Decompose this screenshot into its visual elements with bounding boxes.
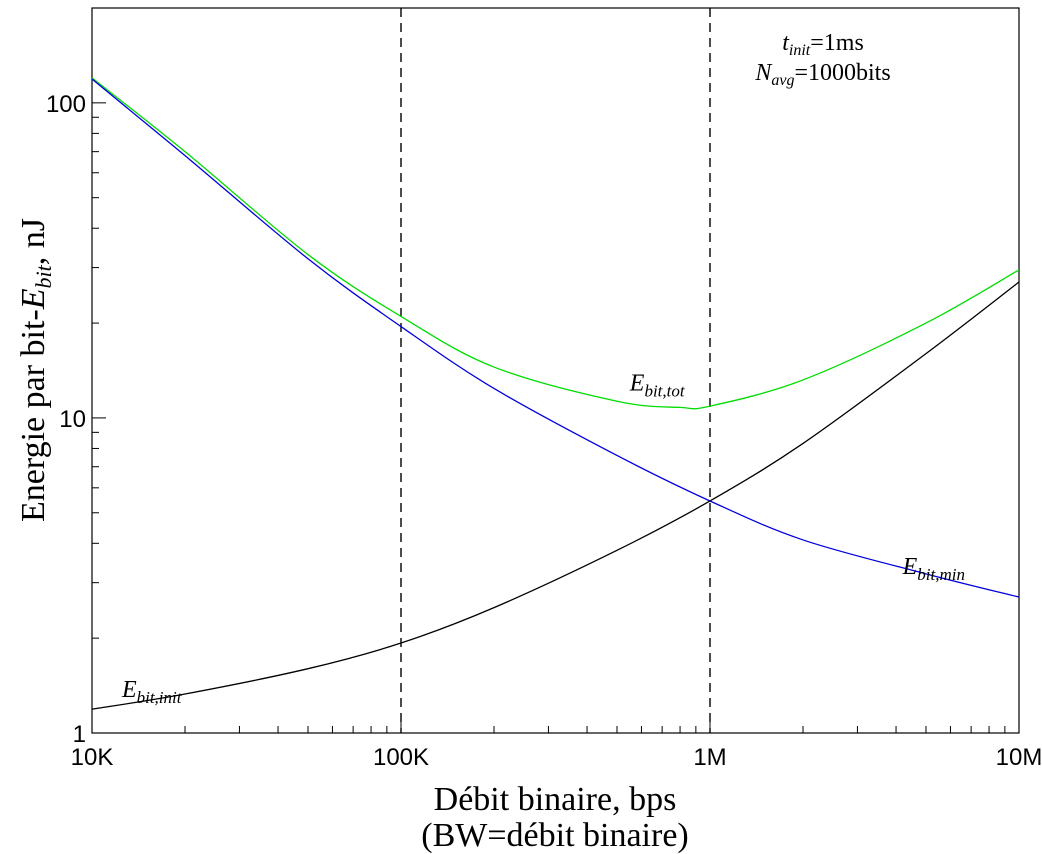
annotation-block: tinit=1ms Navg=1000bits xyxy=(754,30,890,89)
x-tick-label: 10K xyxy=(71,744,114,771)
series-line-bit-tot xyxy=(91,77,1020,410)
plot-frame xyxy=(91,7,1020,734)
x-axis-title-line-2: (BW=débit binaire) xyxy=(421,817,688,854)
series-label-bit-init: Ebit,init xyxy=(121,677,183,707)
series-line-bit-init xyxy=(91,281,1020,710)
x-tick-label: 1M xyxy=(693,744,726,771)
x-axis-title-line-1: Débit binaire, bps xyxy=(434,781,677,818)
y-axis-title: Energie par bit-Ebit, nJ xyxy=(15,218,56,522)
x-tick-label: 100K xyxy=(373,744,429,771)
annotation-line-1: tinit=1ms xyxy=(782,30,864,59)
chart-lines-layer xyxy=(400,8,711,733)
series-label-bit-tot: Ebit,tot xyxy=(629,371,686,401)
series-layer: Ebit,tot Ebit,min Ebit,init xyxy=(91,77,1020,710)
tick-labels-layer: 10K 100K 1M 10M 1 10 100 xyxy=(46,91,1042,771)
series-line-bit-min xyxy=(91,78,1020,598)
y-tick-label: 1 xyxy=(73,721,86,748)
axis-ticks-layer xyxy=(91,7,1020,734)
series-label-bit-min: Ebit,min xyxy=(902,554,965,584)
x-tick-label: 10M xyxy=(996,744,1042,771)
annotation-line-2: Navg=1000bits xyxy=(754,60,890,89)
y-tick-label: 100 xyxy=(46,91,86,118)
y-tick-label: 10 xyxy=(59,406,86,433)
